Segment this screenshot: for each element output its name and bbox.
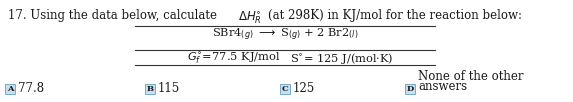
FancyBboxPatch shape <box>145 84 155 94</box>
Text: 17. Using the data below, calculate: 17. Using the data below, calculate <box>8 9 221 22</box>
FancyBboxPatch shape <box>405 84 415 94</box>
Text: 125: 125 <box>293 83 315 95</box>
Text: $\Delta H^{\circ}_{R}$: $\Delta H^{\circ}_{R}$ <box>238 9 262 26</box>
Text: (at 298K) in KJ/mol for the reaction below:: (at 298K) in KJ/mol for the reaction bel… <box>268 9 522 22</box>
Text: SBr4$_{(g)}$ $\longrightarrow$ S$_{(g)}$ + 2 Br2$_{(l)}$: SBr4$_{(g)}$ $\longrightarrow$ S$_{(g)}$… <box>212 27 358 43</box>
Text: $G^{\circ}_{f}$=77.5 KJ/mol: $G^{\circ}_{f}$=77.5 KJ/mol <box>187 51 280 66</box>
Text: None of the other: None of the other <box>418 70 524 84</box>
FancyBboxPatch shape <box>5 84 15 94</box>
Text: C: C <box>281 85 288 93</box>
Text: 77.8: 77.8 <box>18 83 44 95</box>
Text: B: B <box>147 85 154 93</box>
Text: S$^{\circ}$= 125 J/(mol$\cdot$K): S$^{\circ}$= 125 J/(mol$\cdot$K) <box>290 51 394 66</box>
Text: D: D <box>406 85 414 93</box>
Text: 115: 115 <box>158 83 180 95</box>
FancyBboxPatch shape <box>280 84 290 94</box>
Text: answers: answers <box>418 80 467 94</box>
Text: A: A <box>7 85 13 93</box>
